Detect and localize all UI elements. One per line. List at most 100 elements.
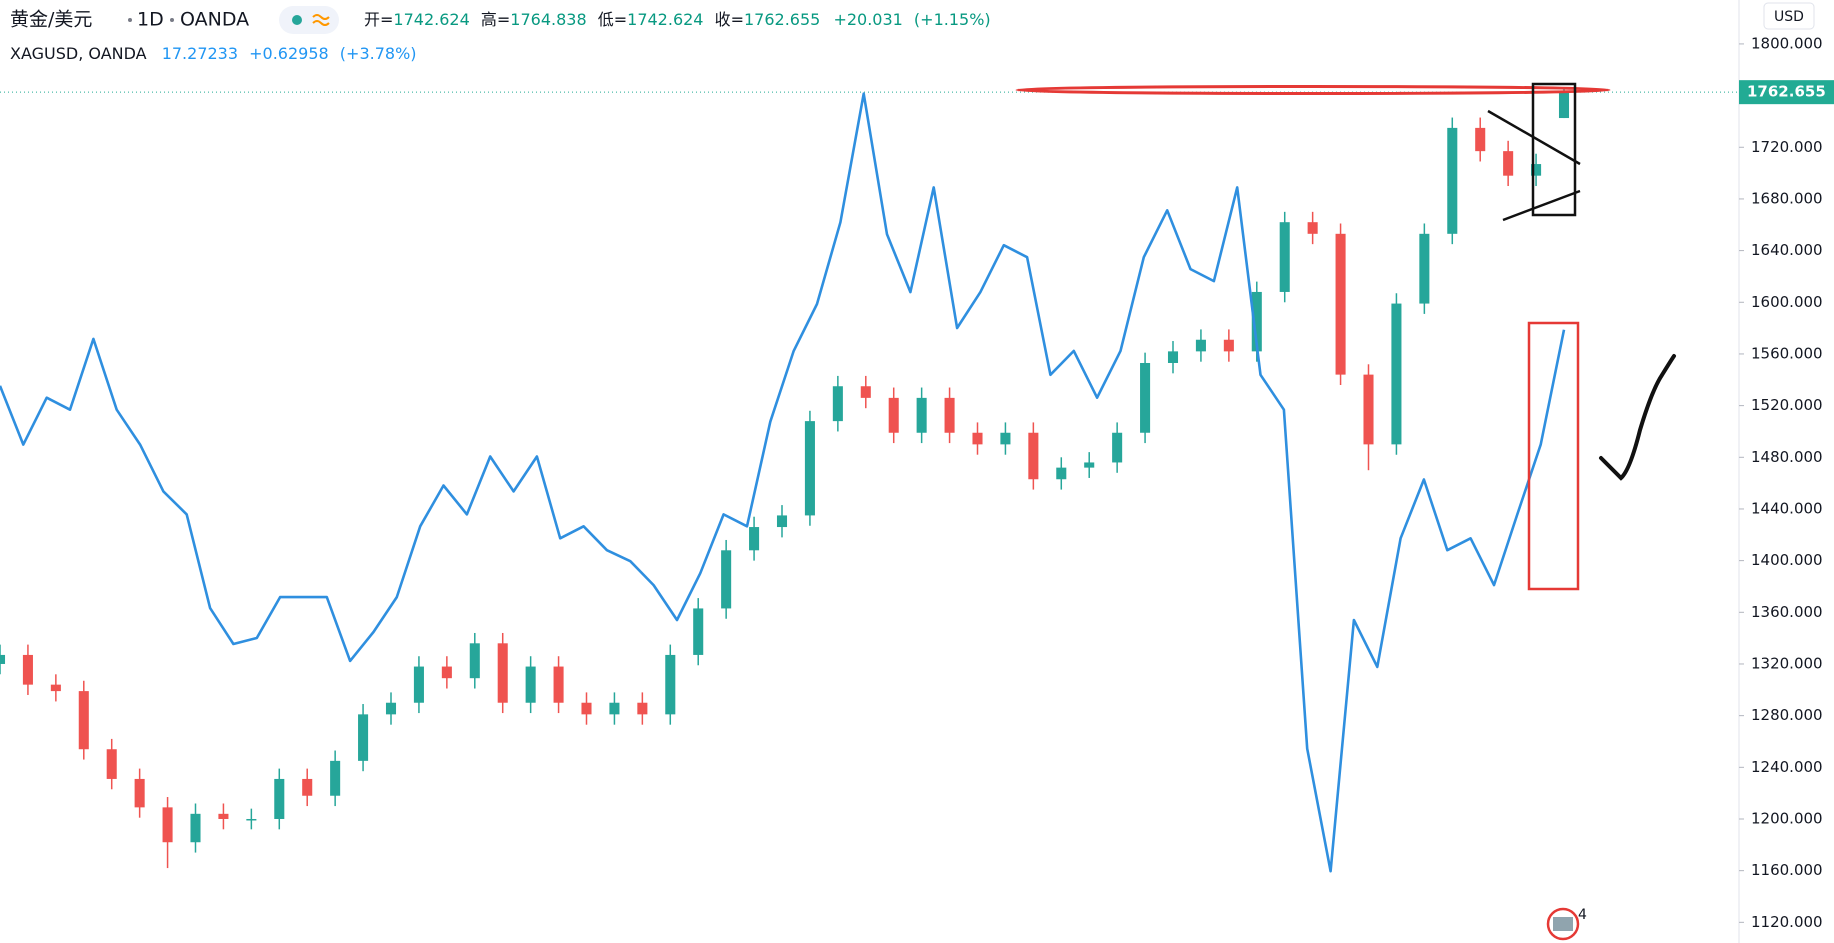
candle-body xyxy=(1279,222,1290,292)
candle-body xyxy=(888,397,899,433)
overlay-line xyxy=(0,92,1566,873)
candle-body xyxy=(553,666,564,703)
candle-body xyxy=(218,813,229,819)
candle-body xyxy=(274,778,285,819)
plot-area xyxy=(0,89,1739,873)
annotation-ellipse xyxy=(1015,85,1611,95)
candle-body xyxy=(1251,291,1262,352)
ohlc-label: 开= xyxy=(364,10,393,29)
price-axis xyxy=(1739,0,1834,943)
candle-body xyxy=(1307,222,1318,234)
ohlc-value: 1762.655 xyxy=(744,10,820,29)
candle-body xyxy=(50,684,61,692)
candle-body xyxy=(665,654,676,715)
candle-body xyxy=(1195,339,1206,352)
candle-body xyxy=(1335,233,1346,375)
y-tick-label: 1280.000 xyxy=(1751,706,1823,724)
y-tick-label: 1520.000 xyxy=(1751,396,1823,414)
ohlc-value: 1742.624 xyxy=(627,10,703,29)
annotation-box xyxy=(1527,321,1580,591)
y-tick-label: 1680.000 xyxy=(1751,189,1823,207)
candle-body xyxy=(22,654,33,685)
candle-body xyxy=(525,666,536,703)
candle-body xyxy=(190,813,201,843)
candle-body xyxy=(1363,374,1374,445)
candle-body xyxy=(1419,233,1430,304)
candle-body xyxy=(497,643,508,703)
candle-body xyxy=(749,527,760,551)
separator xyxy=(170,18,174,22)
y-tick-label: 1800.000 xyxy=(1751,34,1823,52)
last-price-box xyxy=(1739,80,1834,105)
annotation-box xyxy=(1531,82,1577,217)
ohlc-label: 收= xyxy=(715,10,744,29)
symbol-title: 黄金/美元 xyxy=(10,9,92,31)
candle-body xyxy=(1140,362,1151,433)
candle-body xyxy=(1084,462,1095,468)
candle-body xyxy=(1167,351,1179,363)
candle-body xyxy=(693,608,704,655)
candle-body xyxy=(0,654,6,664)
candle-body xyxy=(637,702,648,715)
y-tick-label: 1160.000 xyxy=(1751,861,1823,879)
candle-body xyxy=(860,386,871,398)
annotation-check xyxy=(1599,354,1676,481)
y-tick-label: 1400.000 xyxy=(1751,551,1823,569)
overlay-last: 17.27233 xyxy=(162,44,238,63)
candle-body xyxy=(358,714,369,761)
candle-body xyxy=(1503,151,1514,176)
candle-body xyxy=(1391,303,1402,445)
candle-body xyxy=(609,702,620,715)
ohlc-label: 高= xyxy=(481,10,510,29)
overlay-change: +0.62958 xyxy=(249,44,329,63)
status-chip[interactable] xyxy=(279,6,339,34)
candle-body xyxy=(1558,92,1570,119)
candle-body xyxy=(1056,467,1067,480)
candle-body xyxy=(302,778,313,796)
candle-body xyxy=(246,818,257,821)
y-tick-label: 1640.000 xyxy=(1751,241,1823,259)
candle-body xyxy=(78,691,89,750)
ohlc-value: 1742.624 xyxy=(393,10,469,29)
y-tick-label: 1720.000 xyxy=(1751,138,1823,156)
candle-body xyxy=(413,666,424,703)
candle-body xyxy=(1223,339,1234,352)
ohlc-legend: 开=1742.624 高=1764.838 低=1742.624 收=1762.… xyxy=(364,10,991,29)
candle-body xyxy=(1112,432,1123,463)
annotation-line xyxy=(1502,189,1581,222)
y-tick-label: 1440.000 xyxy=(1751,499,1823,517)
overlay-legend: XAGUSD, OANDA 17.27233 +0.62958 (+3.78%) xyxy=(10,44,417,63)
last-price-label: 1762.655 xyxy=(1747,83,1826,101)
candle-body xyxy=(441,666,452,679)
candle-body xyxy=(721,550,732,609)
overlay-change-pct: (+3.78%) xyxy=(340,44,417,63)
annotation-line xyxy=(1487,109,1581,166)
y-tick-label: 1560.000 xyxy=(1751,344,1823,362)
candle-body xyxy=(1475,127,1486,152)
candle-body xyxy=(804,421,815,516)
interval: 1D xyxy=(137,9,164,31)
source: OANDA xyxy=(180,9,249,31)
candle-body xyxy=(134,778,145,808)
y-tick-label: 1320.000 xyxy=(1751,654,1823,672)
y-tick-label: 1200.000 xyxy=(1751,809,1823,827)
y-tick-label: 1360.000 xyxy=(1751,603,1823,621)
price-axis-labels: 1120.000 1160.000 1200.000 1240.000 1280.000… xyxy=(1739,34,1834,931)
candle-body xyxy=(776,515,788,528)
overlay-name: XAGUSD, OANDA xyxy=(10,44,147,63)
candle-body xyxy=(944,397,955,433)
status-dot xyxy=(292,15,302,25)
y-tick-label: 1240.000 xyxy=(1751,758,1823,776)
separator xyxy=(128,18,132,22)
y-tick-label: 1480.000 xyxy=(1751,448,1823,466)
flag-icon xyxy=(1553,917,1573,931)
ohlc-change-pct: (+1.15%) xyxy=(914,10,991,29)
candle-body xyxy=(972,432,983,445)
candle-body xyxy=(330,760,341,796)
candle-body xyxy=(162,807,173,843)
candle-body xyxy=(1447,127,1458,234)
ohlc-label: 低= xyxy=(598,10,627,29)
status-icon xyxy=(312,14,330,26)
